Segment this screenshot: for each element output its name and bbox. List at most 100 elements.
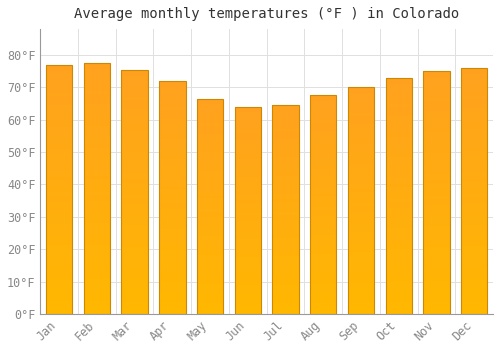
Bar (197, 104, 224, 107)
Bar (424, 211, 450, 214)
Bar (461, 243, 487, 246)
Bar (159, 87, 186, 90)
Bar (424, 193, 450, 196)
Bar (46, 118, 72, 121)
Bar (424, 244, 450, 247)
Bar (122, 295, 148, 299)
Bar (84, 304, 110, 308)
Bar (197, 142, 224, 145)
Bar (46, 311, 72, 314)
Bar (348, 209, 374, 212)
Bar (272, 248, 299, 251)
Bar (46, 208, 72, 211)
Bar (386, 78, 412, 80)
Bar (46, 267, 72, 270)
Bar (461, 234, 487, 237)
Bar (348, 218, 374, 220)
Bar (197, 292, 224, 295)
Bar (272, 238, 299, 241)
Bar (234, 122, 261, 125)
Bar (272, 168, 299, 170)
Bar (461, 173, 487, 175)
Bar (310, 284, 336, 287)
Bar (461, 105, 487, 108)
Bar (197, 282, 224, 284)
Bar (234, 114, 261, 117)
Bar (234, 231, 261, 233)
Bar (348, 167, 374, 169)
Bar (159, 165, 186, 168)
Bar (272, 152, 299, 155)
Bar (461, 120, 487, 123)
Bar (46, 205, 72, 208)
Bar (310, 295, 336, 298)
Bar (272, 254, 299, 257)
Bar (310, 194, 336, 196)
Bar (386, 273, 412, 275)
Bar (461, 114, 487, 117)
Bar (348, 133, 374, 135)
Bar (272, 196, 299, 199)
Bar (197, 217, 224, 220)
Bar (461, 151, 487, 154)
Bar (234, 226, 261, 229)
Bar (122, 106, 148, 109)
Bar (461, 283, 487, 286)
Bar (348, 266, 374, 268)
Bar (424, 296, 450, 299)
Bar (310, 128, 336, 131)
Bar (46, 220, 72, 224)
Bar (424, 223, 450, 226)
Bar (424, 117, 450, 120)
Bar (159, 183, 186, 186)
Bar (386, 169, 412, 172)
Bar (122, 176, 148, 180)
Bar (234, 208, 261, 210)
Bar (461, 80, 487, 83)
Bar (197, 231, 224, 233)
Bar (159, 238, 186, 241)
Bar (197, 244, 224, 247)
Bar (84, 122, 110, 126)
Bar (310, 298, 336, 300)
Bar (386, 178, 412, 181)
Bar (272, 157, 299, 160)
Bar (122, 140, 148, 143)
Bar (234, 172, 261, 174)
Bar (272, 223, 299, 225)
Bar (159, 203, 186, 206)
Bar (197, 308, 224, 311)
Bar (122, 256, 148, 259)
Bar (234, 239, 261, 241)
Bar (197, 166, 224, 169)
Bar (234, 179, 261, 182)
Bar (424, 311, 450, 314)
Bar (424, 144, 450, 147)
Bar (310, 251, 336, 254)
Bar (348, 195, 374, 198)
Bar (386, 296, 412, 299)
Bar (197, 115, 224, 118)
Bar (424, 187, 450, 189)
Bar (234, 174, 261, 177)
Bar (84, 132, 110, 135)
Bar (84, 145, 110, 148)
Bar (310, 208, 336, 210)
Bar (234, 270, 261, 272)
Bar (461, 256, 487, 259)
Bar (159, 215, 186, 218)
Bar (122, 183, 148, 186)
Bar (122, 305, 148, 308)
Bar (272, 155, 299, 157)
Bar (310, 112, 336, 114)
Bar (461, 200, 487, 203)
Bar (84, 276, 110, 279)
Bar (122, 180, 148, 183)
Bar (424, 232, 450, 235)
Bar (234, 254, 261, 257)
Bar (424, 162, 450, 165)
Bar (159, 189, 186, 191)
Bar (159, 294, 186, 296)
Bar (234, 153, 261, 156)
Bar (424, 102, 450, 105)
